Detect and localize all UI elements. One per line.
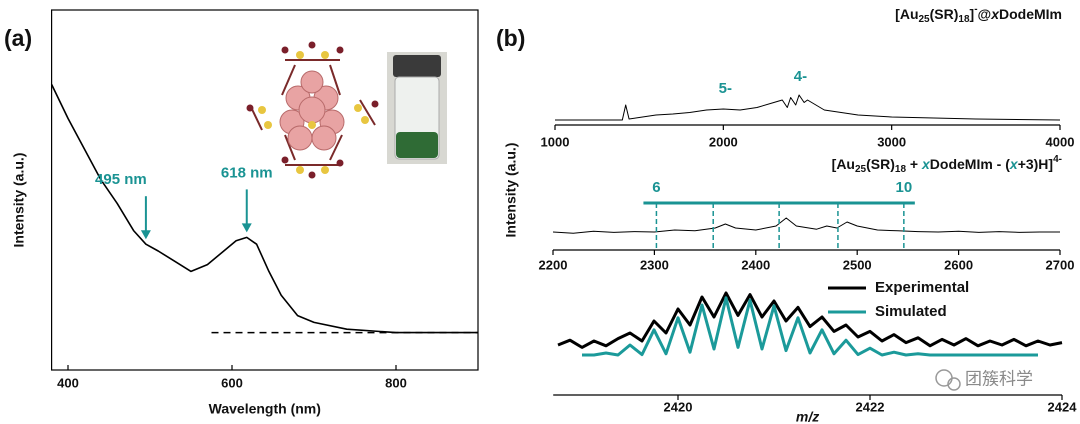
spectrum-line — [552, 217, 1060, 234]
x-tick-label: 4000 — [1046, 134, 1075, 149]
title-part: [Au — [832, 156, 855, 172]
chart-title: [Au25(SR)18 + xDodeMIm - (x+3)H]4- — [832, 154, 1062, 175]
x-axis-label: m/z — [796, 409, 819, 424]
panel-label: (a) — [4, 25, 32, 51]
title-part: DodeMIm — [999, 6, 1062, 22]
spectrum-line — [582, 296, 1038, 357]
x-tick-label: 800 — [385, 375, 407, 390]
spectrum-line — [557, 291, 1063, 349]
marker-label: 10 — [896, 179, 913, 196]
x-tick-label: 2424 — [1048, 399, 1078, 414]
watermark: 团簇科学 — [965, 369, 1033, 388]
annotation: 4- — [794, 68, 807, 85]
x-tick-label: 2700 — [1046, 257, 1075, 272]
x-tick-label: 2200 — [539, 257, 568, 272]
x-tick-label: 2600 — [944, 257, 973, 272]
annotation: 495 nm — [95, 171, 147, 188]
x-tick-label: 2420 — [664, 399, 693, 414]
title-part: +3)H] — [1018, 156, 1053, 172]
watermark-icon — [935, 369, 961, 391]
title-part: x — [921, 156, 931, 172]
title-part: + — [906, 156, 922, 172]
title-part: x — [990, 6, 1000, 22]
title-part: x — [1009, 156, 1019, 172]
annotation: 5- — [719, 80, 732, 97]
title-part: @ — [978, 6, 992, 22]
x-axis-label: Wavelength (nm) — [209, 401, 321, 417]
spectrum-line — [50, 84, 478, 334]
x-tick-label: 400 — [57, 375, 79, 390]
cluster-illustration — [246, 41, 379, 179]
legend-label: Experimental — [875, 279, 969, 296]
y-axis-label: Intensity (a.u.) — [503, 143, 519, 238]
title-part: - — [974, 4, 977, 15]
title-part: [Au — [895, 6, 918, 22]
title-part: 25 — [855, 164, 867, 175]
title-part: (SR) — [866, 156, 895, 172]
title-part: (SR) — [930, 6, 959, 22]
annotation: 618 nm — [221, 164, 273, 181]
annotation-arrowhead — [241, 223, 252, 233]
marker-label: 6 — [652, 179, 660, 196]
x-tick-label: 2422 — [856, 399, 885, 414]
x-tick-label: 2300 — [640, 257, 669, 272]
x-tick-label: 600 — [221, 375, 243, 390]
plot-frame — [50, 9, 479, 371]
x-tick-label: 1000 — [541, 134, 570, 149]
title-part: 25 — [919, 14, 931, 25]
title-part: 4- — [1053, 154, 1062, 165]
x-tick-label: 2000 — [709, 134, 738, 149]
chart-title: [Au25(SR)18]-@xDodeMIm — [895, 4, 1062, 25]
vial-photo — [387, 52, 447, 164]
x-tick-label: 3000 — [877, 134, 906, 149]
title-part: DodeMIm - ( — [930, 156, 1010, 172]
panel-label: (b) — [496, 25, 525, 51]
title-part: 18 — [958, 14, 970, 25]
x-tick-label: 2400 — [741, 257, 770, 272]
legend-label: Simulated — [875, 303, 947, 320]
annotation-arrowhead — [140, 230, 151, 240]
y-axis-label: Intensity (a.u.) — [11, 153, 27, 248]
title-part: 18 — [895, 164, 907, 175]
spectrum-line — [555, 94, 1061, 121]
x-tick-label: 2500 — [843, 257, 872, 272]
title-part: ] — [970, 6, 975, 22]
